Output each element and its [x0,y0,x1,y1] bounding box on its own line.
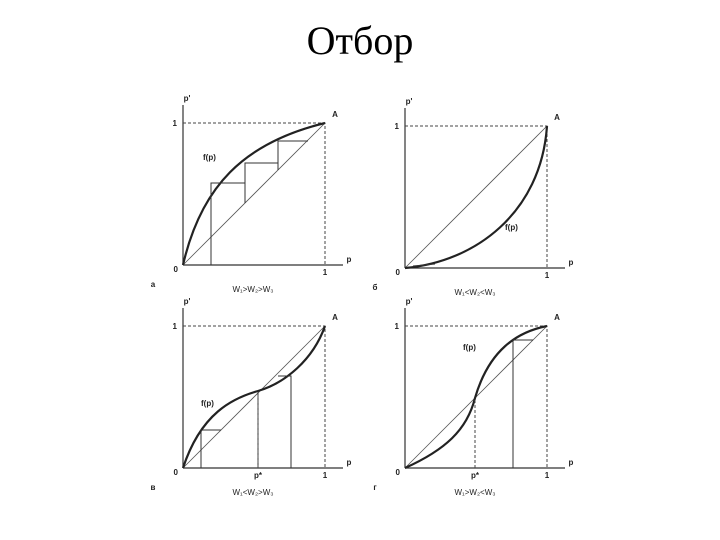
x-one: 1 [323,268,328,277]
panel: p' p 1 1 0 Af(p) в W₁<W₂>W₃ p* [151,297,352,497]
panel: p' p 1 1 0 Af(p) г W₁>W₂<W₃ p* [373,297,573,497]
iteration-lines [200,375,292,468]
p-star: p* [254,471,263,480]
x-one: 1 [323,471,328,480]
x-label: p [347,458,352,467]
diagonal [404,125,548,269]
iteration-lines [210,140,308,265]
x-one: 1 [545,471,550,480]
slide-title: Отбор [307,18,414,63]
y-label: p' [406,297,413,306]
y-label: p' [184,297,191,306]
curve [404,324,548,470]
zero: 0 [396,268,401,277]
curve-label: f(p) [203,153,216,162]
zero: 0 [396,468,401,477]
panel: p' p 1 1 0 Af(p) а W₁>W₂>W₃ [151,94,352,294]
zero: 0 [174,265,179,274]
point-a: A [332,110,338,119]
iteration-lines [412,263,436,267]
panel: p' p 1 1 0 Af(p) б W₁<W₂<W₃ [373,97,574,297]
curve-label: f(p) [505,223,518,232]
y-label: p' [406,97,413,106]
curve [181,325,327,469]
curve [404,125,549,270]
y-label: p' [184,94,191,103]
point-a: A [554,113,560,122]
condition: W₁<W₂<W₃ [454,288,495,297]
panel-letter: г [373,483,377,492]
iteration-lines [512,339,533,468]
panel-letter: б [373,283,378,292]
point-a: A [332,313,338,322]
diagonal [182,122,326,266]
zero: 0 [174,468,179,477]
y-one: 1 [395,122,400,131]
x-label: p [569,458,574,467]
diagonal [182,325,326,469]
curve-label: f(p) [463,343,476,352]
condition: W₁<W₂>W₃ [232,488,273,497]
y-one: 1 [173,119,178,128]
curve [181,121,326,266]
condition: W₁>W₂>W₃ [232,285,273,294]
panel-letter: а [151,280,156,289]
point-a: A [554,313,560,322]
x-label: p [569,258,574,267]
x-label: p [347,255,352,264]
y-one: 1 [395,322,400,331]
y-one: 1 [173,322,178,331]
panel-letter: в [151,483,156,492]
condition: W₁>W₂<W₃ [454,488,495,497]
curve-label: f(p) [201,399,214,408]
x-one: 1 [545,271,550,280]
p-star: p* [471,471,480,480]
